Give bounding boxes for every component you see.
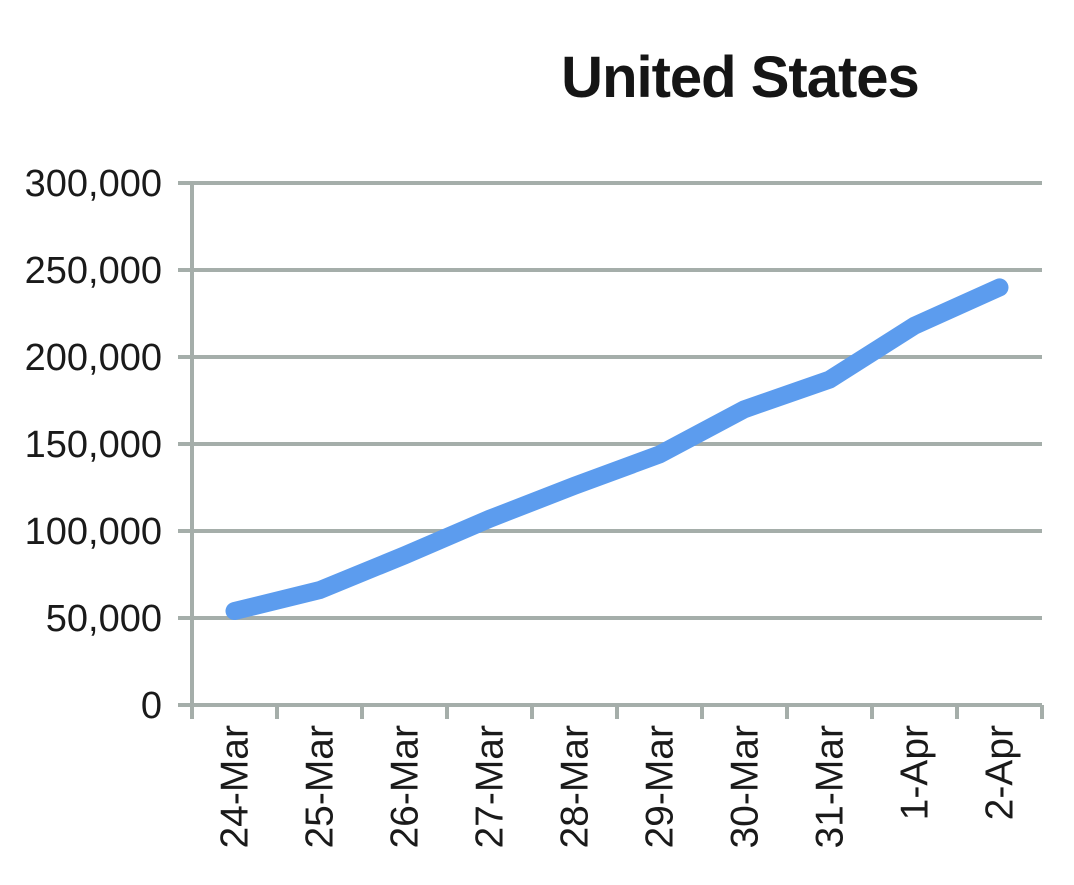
y-axis-tick-label: 0 bbox=[141, 685, 162, 727]
series-line-united-states bbox=[225, 278, 1009, 621]
x-axis-tick-label: 29-Mar bbox=[639, 725, 682, 849]
x-axis-tick-label: 24-Mar bbox=[214, 725, 257, 849]
x-axis-tick-label: 30-Mar bbox=[724, 725, 767, 849]
x-axis-tick-label: 1-Apr bbox=[894, 725, 937, 820]
y-axis-tick-label: 250,000 bbox=[25, 250, 162, 292]
x-axis-tick-label: 27-Mar bbox=[469, 725, 512, 849]
y-axis-tick-label: 300,000 bbox=[25, 163, 162, 205]
x-axis-tick-label: 26-Mar bbox=[384, 725, 427, 849]
x-axis-tick-label: 28-Mar bbox=[554, 725, 597, 849]
y-axis-tick-label: 200,000 bbox=[25, 337, 162, 379]
chart-title: United States bbox=[561, 45, 920, 110]
x-axis-tick-label: 25-Mar bbox=[299, 725, 342, 849]
x-axis-tick-label: 31-Mar bbox=[809, 725, 852, 849]
y-axis-tick-label: 100,000 bbox=[25, 511, 162, 553]
y-axis-tick-label: 150,000 bbox=[25, 424, 162, 466]
x-axis-tick-label: 2-Apr bbox=[979, 725, 1022, 820]
y-axis-tick-label: 50,000 bbox=[46, 598, 162, 640]
